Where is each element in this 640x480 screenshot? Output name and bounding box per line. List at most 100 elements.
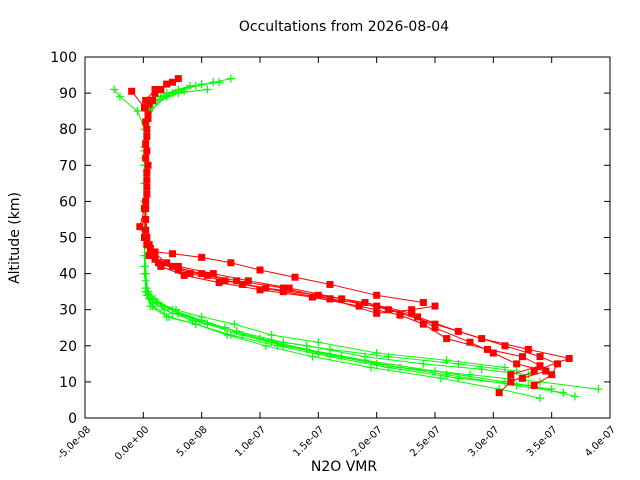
series-2-point [198,253,206,261]
series-2-point [144,111,152,119]
series-1-point [116,92,124,101]
series-2-point [233,277,241,285]
series-2-point [326,280,334,288]
series-1-point [442,356,451,365]
series-2-point [466,338,474,346]
series-2-point [256,286,264,294]
series-2-point [536,353,544,361]
series-2-point [373,291,381,299]
series-2-point [141,104,148,112]
series-1-point [366,363,375,372]
series-2-point [163,80,171,88]
series-2-point [169,78,176,86]
y-tick-label: 30 [59,303,77,319]
y-tick-label: 40 [59,267,77,283]
series-2-point [495,389,503,397]
series-1-point [261,341,270,350]
series-1-point [431,367,439,376]
series-2-point [361,298,369,306]
series-1-point [436,374,445,383]
series-1-point [419,359,428,368]
series-1-point [110,85,119,94]
series-1-point [501,363,509,372]
series-2-point [501,342,509,350]
series-1-point [594,385,603,394]
series-2-point [209,270,217,278]
series-2-point [186,270,194,278]
series-2-point [145,100,153,108]
series-2-point [291,273,299,281]
series-1-point [165,312,173,321]
series-1-point [223,330,232,339]
series-1-point [314,338,323,347]
series-2-point [373,302,381,310]
series-2-point [227,259,235,267]
series-2-point [204,271,211,279]
y-tick-label: 20 [59,339,77,355]
series-2-point [128,87,136,95]
series-2-point [169,262,176,270]
series-2-point [431,302,439,310]
series-2-point [142,205,150,213]
series-2-point [151,89,159,97]
series-1-point [180,87,189,96]
series-1-point [267,330,276,339]
series-2-point [443,335,451,343]
series-2-point [431,324,439,332]
series-1-point [197,80,206,89]
series-1-point [571,392,579,401]
y-axis-label: Altitude (km) [7,192,23,284]
series-2-point [279,288,287,296]
series-1-point [215,78,224,87]
series-2-point [143,241,151,249]
series-2-point [151,255,159,263]
series-1-point [133,107,142,116]
series-2-point [373,309,381,317]
y-tick-label: 70 [59,158,77,174]
series-2-point [244,277,252,285]
series-2-point [548,371,556,379]
series-2-point [419,320,427,328]
series-1-point [396,363,404,372]
series-2-point [142,140,150,148]
y-tick-label: 90 [59,86,77,102]
series-2-point [285,284,293,292]
series-1-point [512,381,521,390]
series-2-point [149,96,157,104]
series-2-point [239,280,246,288]
series-2-profile-line [146,237,424,303]
x-axis-label: N2O VMR [311,459,378,475]
series-2-point [143,147,151,155]
series-2-point [180,271,188,279]
series-2-point [542,367,550,375]
series-2-point [408,306,416,314]
series-2-point [144,161,152,169]
series-2-point [142,118,150,126]
series-2-point [554,360,561,368]
series-2-point [309,293,316,301]
series-2-point [530,367,538,375]
series-2-point [157,262,165,270]
y-tick-label: 50 [59,231,77,247]
y-tick-label: 60 [59,194,77,210]
series-2-point [519,353,526,361]
y-tick-label: 100 [50,50,77,66]
series-2-point [151,85,159,93]
series-1-point [168,89,177,98]
series-2-point [484,345,491,353]
series-1-point [191,320,200,329]
series-2-point [151,248,159,256]
series-2-point [143,176,151,184]
series-2-point [198,270,206,278]
series-2-point [279,284,287,292]
series-1-point [197,312,206,321]
series-2-point [142,226,150,234]
series-2-point [507,371,515,379]
series-1-point [326,345,334,354]
series-1-point [547,385,556,394]
series-2-point [262,284,270,292]
series-2-point [513,360,521,368]
series-2-profile-line [146,244,436,314]
